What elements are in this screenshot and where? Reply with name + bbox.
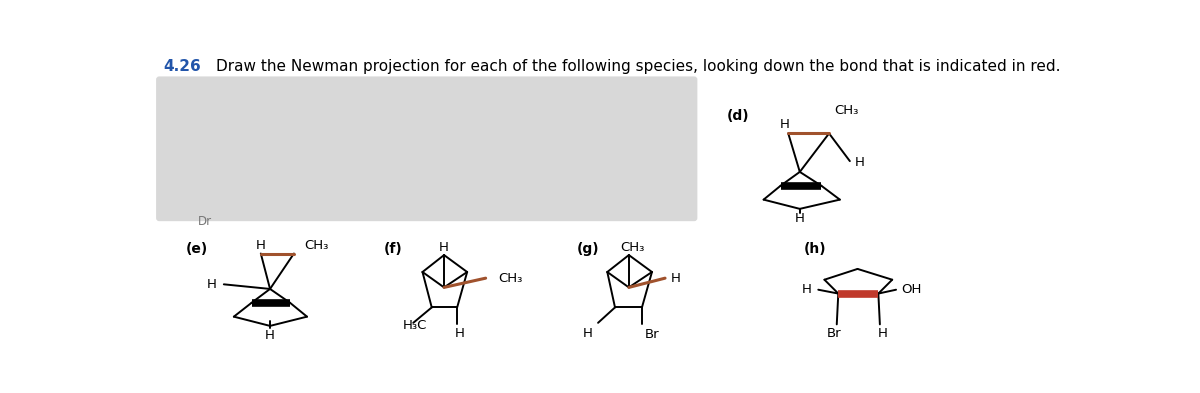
Text: (g): (g) xyxy=(576,242,599,256)
Text: CH₃: CH₃ xyxy=(620,241,644,254)
Text: H: H xyxy=(878,327,888,340)
Text: Br: Br xyxy=(644,328,659,341)
Text: (h): (h) xyxy=(804,242,827,256)
Text: (f): (f) xyxy=(384,242,403,256)
Text: OH: OH xyxy=(901,283,922,296)
Text: H₃C: H₃C xyxy=(403,320,427,332)
Text: (d): (d) xyxy=(727,109,749,123)
Text: 4.26: 4.26 xyxy=(163,59,200,75)
Text: CH₃: CH₃ xyxy=(305,239,329,252)
Text: H: H xyxy=(671,272,680,285)
Text: H: H xyxy=(265,329,275,342)
Text: CH₃: CH₃ xyxy=(498,272,522,285)
Text: Dr: Dr xyxy=(198,215,211,228)
Text: H: H xyxy=(856,156,865,169)
FancyBboxPatch shape xyxy=(156,76,697,221)
Text: Draw the Newman projection for each of the following species, looking down the b: Draw the Newman projection for each of t… xyxy=(216,59,1061,75)
Text: H: H xyxy=(583,327,593,340)
Text: H: H xyxy=(256,239,265,252)
Text: H: H xyxy=(794,211,805,225)
Text: H: H xyxy=(439,241,449,254)
Text: H: H xyxy=(455,327,464,340)
Text: H: H xyxy=(802,283,811,296)
Text: H: H xyxy=(780,118,790,130)
Text: Br: Br xyxy=(827,327,841,340)
Text: H: H xyxy=(206,278,216,291)
Text: CH₃: CH₃ xyxy=(834,104,859,117)
Text: (e): (e) xyxy=(185,242,208,256)
